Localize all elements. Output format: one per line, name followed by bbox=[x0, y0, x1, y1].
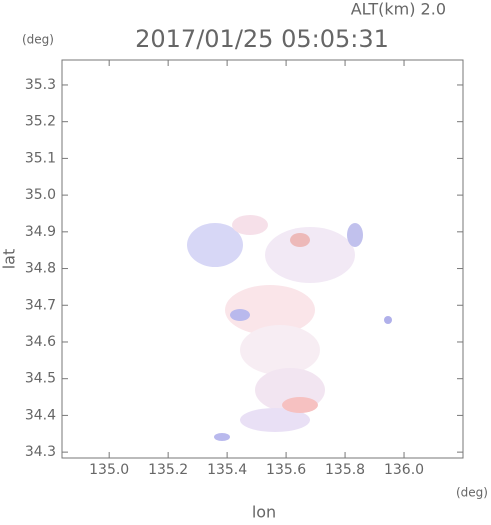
y-tick-label: 34.6 bbox=[25, 334, 56, 350]
x-tick-label: 135.6 bbox=[266, 462, 306, 478]
x-tick-label: 135.8 bbox=[325, 462, 365, 478]
x-tick-label: 135.0 bbox=[89, 462, 129, 478]
y-tick-label: 34.5 bbox=[25, 371, 56, 387]
y-tick-label: 35.1 bbox=[25, 150, 56, 166]
altitude-label: ALT(km) 2.0 bbox=[351, 0, 446, 19]
y-tick-label: 34.8 bbox=[25, 261, 56, 277]
y-tick-label: 34.4 bbox=[25, 407, 56, 423]
chart-title: 2017/01/25 05:05:31 bbox=[135, 25, 389, 53]
y-tick-label: 34.9 bbox=[25, 224, 56, 240]
y-tick-label: 34.3 bbox=[25, 444, 56, 460]
plot-frame bbox=[61, 59, 464, 459]
x-tick-label: 135.4 bbox=[207, 462, 247, 478]
x-tick-label: 136.0 bbox=[384, 462, 424, 478]
x-unit: (deg) bbox=[456, 486, 488, 500]
y-tick-label: 35.3 bbox=[25, 77, 56, 93]
radar-echo bbox=[187, 215, 392, 441]
y-axis-label: lat bbox=[0, 249, 19, 270]
x-tick-label: 135.2 bbox=[148, 462, 188, 478]
y-tick-label: 35.2 bbox=[25, 114, 56, 130]
y-unit: (deg) bbox=[22, 33, 54, 47]
y-tick-label: 34.7 bbox=[25, 297, 56, 313]
x-axis-label: lon bbox=[252, 503, 276, 522]
y-tick-label: 35.0 bbox=[25, 187, 56, 203]
